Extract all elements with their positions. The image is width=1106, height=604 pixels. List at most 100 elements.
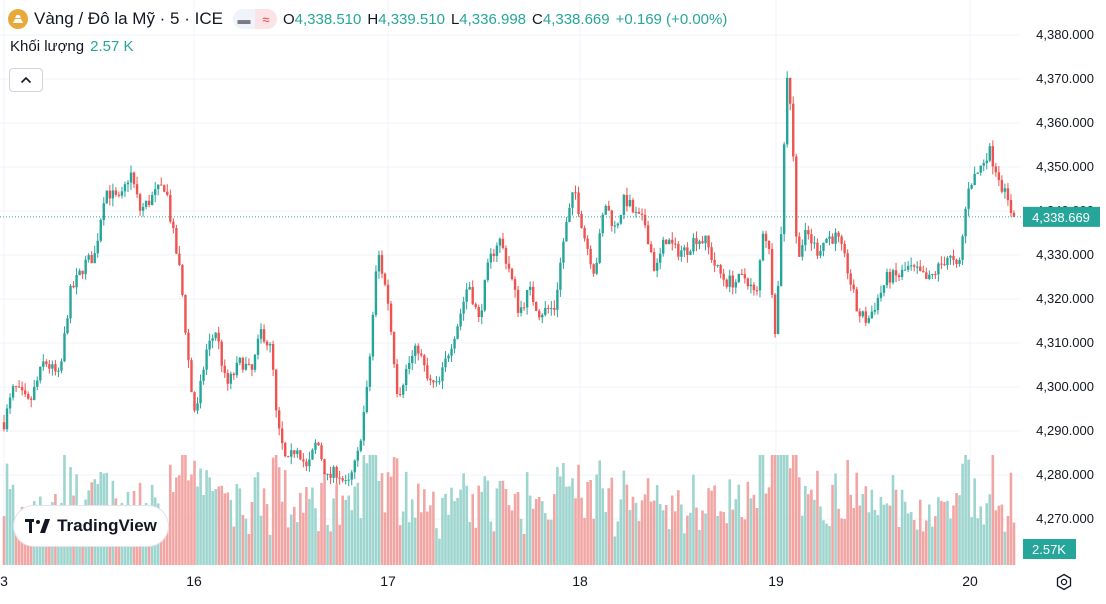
- volume-bar: [849, 494, 852, 565]
- candle-body: [906, 265, 910, 270]
- volume-bar: [217, 486, 220, 565]
- candle-body: [586, 238, 589, 249]
- candle-body: [525, 289, 529, 308]
- volume-bar: [918, 499, 922, 565]
- y-tick-label: 4,350.000: [1036, 159, 1094, 174]
- candle-body: [141, 206, 145, 211]
- candle-body: [595, 262, 598, 274]
- x-tick-label: 3: [0, 573, 8, 589]
- volume-bar: [238, 488, 242, 565]
- volume-bar: [522, 533, 526, 565]
- candle-body: [701, 241, 704, 244]
- volume-bar: [181, 455, 184, 565]
- candle-body: [386, 284, 390, 304]
- candle-body: [238, 357, 242, 363]
- candle-body: [979, 165, 982, 173]
- candle-body: [725, 279, 728, 287]
- candle-body: [380, 255, 384, 274]
- tradingview-logo[interactable]: TradingView: [14, 506, 168, 546]
- volume-bar: [822, 520, 825, 565]
- candle-body: [163, 185, 166, 192]
- candle-body: [828, 236, 831, 239]
- candle-body: [888, 272, 892, 283]
- candle-body: [284, 442, 287, 457]
- volume-bar: [223, 493, 227, 565]
- volume-bar: [982, 524, 986, 565]
- candle-body: [891, 270, 895, 283]
- candle-body: [988, 146, 991, 161]
- candle-body: [649, 244, 653, 253]
- candle-body: [782, 144, 786, 235]
- candle-body: [17, 386, 21, 388]
- candle-body: [498, 238, 502, 246]
- candle-body: [320, 445, 323, 460]
- candle-body: [453, 338, 456, 349]
- volume-bar: [758, 455, 762, 565]
- volume-bar: [432, 491, 435, 565]
- volume-bar: [492, 531, 496, 565]
- volume-bar: [719, 511, 722, 565]
- volume-bar: [162, 526, 166, 565]
- volume-bar: [979, 506, 983, 565]
- candle-body: [120, 191, 124, 196]
- candle-body: [619, 214, 623, 224]
- candle-body: [166, 191, 169, 195]
- candle-body: [175, 228, 178, 254]
- candle-body: [792, 103, 795, 157]
- candle-body: [565, 221, 568, 242]
- candle-body: [144, 200, 148, 207]
- candle-body: [90, 255, 93, 264]
- volume-bar: [906, 513, 910, 565]
- collapse-legend-button[interactable]: [9, 68, 43, 92]
- minus-icon[interactable]: ▬: [237, 11, 251, 27]
- candle-body: [211, 338, 214, 341]
- candle-body: [181, 264, 184, 295]
- candle-body: [798, 236, 801, 257]
- candle-body: [483, 280, 486, 311]
- approx-icon[interactable]: ≈: [254, 9, 277, 29]
- volume-bar: [253, 477, 257, 565]
- volume-bar: [165, 527, 169, 565]
- settings-button[interactable]: [1054, 572, 1074, 592]
- volume-bar: [737, 484, 741, 565]
- volume-bar: [885, 503, 889, 565]
- volume-bar: [413, 517, 417, 565]
- volume-bar: [976, 518, 979, 565]
- grid-lines: [0, 0, 1020, 565]
- y-axis[interactable]: 4,270.000 4,280.000 4,290.000 4,300.000 4,31…: [1036, 27, 1094, 526]
- symbol-title[interactable]: Vàng / Đô la Mỹ · 5 · ICE: [34, 9, 223, 28]
- x-axis[interactable]: 3 16 17 18 19 20: [0, 573, 978, 589]
- chevron-up-icon: [20, 76, 32, 84]
- series-toggle[interactable]: ▬ ≈: [232, 9, 277, 29]
- candle-body: [991, 146, 995, 167]
- candle-body: [522, 307, 526, 309]
- candle-body: [250, 364, 254, 370]
- candle-body: [444, 358, 447, 368]
- volume-bar: [825, 523, 828, 565]
- candle-body: [335, 466, 338, 478]
- candle-body: [474, 304, 477, 308]
- volume-bar: [577, 464, 580, 565]
- volume-bar: [637, 520, 641, 565]
- volume-bar: [1012, 522, 1016, 565]
- candle-body: [876, 297, 880, 310]
- volume-bar: [344, 499, 347, 565]
- volume-bar: [308, 498, 311, 565]
- volume-bar: [205, 470, 208, 565]
- candle-body: [531, 286, 535, 303]
- candle-body: [338, 477, 341, 479]
- volume-bar: [356, 482, 360, 565]
- volume-bar: [528, 495, 532, 565]
- volume-bar: [680, 504, 683, 565]
- candle-body: [308, 459, 311, 467]
- volume-bar: [994, 510, 998, 565]
- volume-bar: [816, 470, 819, 565]
- volume-bar: [202, 495, 205, 565]
- volume-bar: [779, 455, 783, 565]
- candle-body: [45, 361, 48, 365]
- candle-body: [946, 257, 949, 266]
- volume-bar: [513, 493, 517, 565]
- y-tick-label: 4,290.000: [1036, 423, 1094, 438]
- candle-body: [671, 239, 674, 244]
